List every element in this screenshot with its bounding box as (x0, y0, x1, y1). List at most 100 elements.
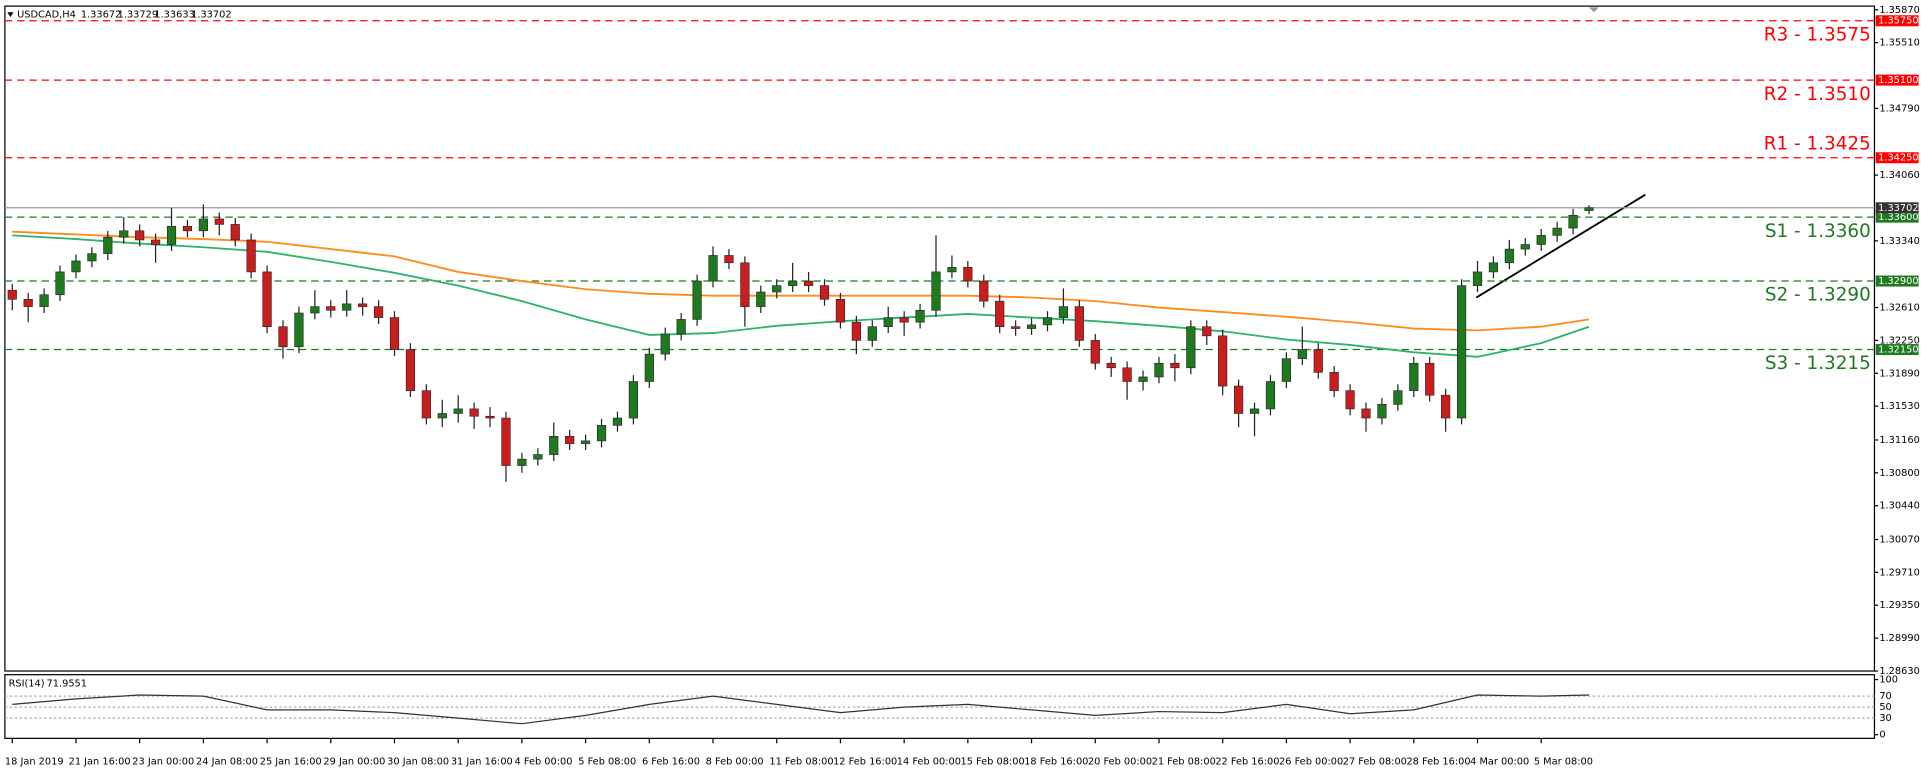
candle-body (1249, 408, 1260, 414)
candle-body (660, 333, 670, 355)
y-tick-label: 1.33340 (1879, 236, 1919, 247)
candle-body (708, 255, 718, 282)
candle-body (1202, 326, 1212, 337)
level-label: S1 - 1.3360 (1765, 221, 1871, 242)
candle-body (1074, 306, 1084, 341)
x-tick-label: 12 Feb 16:00 (833, 757, 897, 768)
y-tick-label: 1.28630 (1879, 666, 1919, 677)
candle-body (947, 267, 957, 273)
level-tag (1875, 275, 1919, 287)
candle-body (358, 303, 368, 307)
candle-body (835, 299, 846, 323)
candle-body (1361, 408, 1371, 419)
x-tick-label: 6 Feb 16:00 (642, 757, 700, 768)
level-tag (1875, 344, 1919, 356)
candle-body (71, 260, 81, 273)
level-tag (1875, 15, 1919, 27)
candle-body (182, 225, 193, 232)
candle-body (1170, 362, 1180, 369)
candle-body (581, 440, 591, 444)
candle-body (1377, 404, 1387, 419)
candle-body (596, 425, 607, 442)
level-tag (1875, 211, 1919, 223)
candle-body (278, 326, 288, 348)
x-tick-label: 22 Feb 16:00 (1215, 757, 1279, 768)
level-tag (1875, 74, 1919, 86)
candle-body (533, 454, 543, 460)
candle-body (373, 306, 384, 318)
candle-body (851, 321, 861, 341)
candle-body (724, 255, 734, 264)
candle-body (931, 271, 941, 311)
candle-body (995, 300, 1005, 328)
level-label: R1 - 1.3425 (1764, 133, 1871, 154)
candle-body (103, 236, 113, 254)
level-tag-label: 1.32900 (1878, 276, 1918, 287)
candle-body (198, 218, 208, 232)
x-tick-label: 21 Feb 08:00 (1152, 757, 1216, 768)
candle-body (1393, 390, 1403, 405)
candle-body (150, 239, 161, 245)
candle-body (1441, 394, 1451, 419)
header-low: 1.33633 (154, 10, 194, 21)
rsi-tick-label: 50 (1879, 702, 1891, 713)
candle-body (501, 417, 511, 466)
candle-body (1297, 349, 1307, 359)
bid-tag (1875, 202, 1919, 214)
level-tag (1875, 152, 1919, 164)
header-high: 1.33729 (118, 10, 158, 21)
candle-body (1520, 244, 1530, 250)
x-tick-label: 21 Jan 16:00 (69, 757, 131, 768)
level-label: S2 - 1.3290 (1765, 285, 1871, 306)
x-tick-label: 31 Jan 16:00 (451, 757, 513, 768)
candle-body (740, 262, 750, 307)
candle-body (1058, 306, 1069, 318)
y-tick-label: 1.34790 (1879, 103, 1919, 114)
rsi-last: 71.9551 (47, 678, 87, 689)
candle-body (867, 326, 877, 341)
candle-body (1106, 362, 1116, 369)
candle-body (166, 225, 177, 245)
candle-body (1186, 326, 1196, 369)
candle-body (803, 280, 814, 286)
y-tick-label: 1.35510 (1879, 38, 1919, 49)
candle-body (756, 291, 766, 307)
x-tick-label: 24 Jan 08:00 (196, 757, 258, 768)
x-tick-label: 27 Feb 08:00 (1343, 757, 1407, 768)
level-tag-label: 1.35100 (1878, 75, 1918, 86)
candle-body (453, 408, 463, 414)
candle-body (1425, 362, 1435, 396)
candle-body (469, 408, 479, 417)
candle-body (1552, 227, 1562, 236)
candle-body (405, 349, 416, 391)
candle-body (963, 267, 973, 282)
candle-body (7, 289, 17, 300)
rsi-title: RSI(14) (9, 678, 45, 689)
candle-body (485, 415, 495, 419)
x-tick-label: 20 Feb 00:00 (1088, 757, 1152, 768)
x-tick-label: 5 Feb 08:00 (578, 757, 636, 768)
moving-average (12, 230, 1590, 332)
candle-body (915, 309, 925, 323)
level-label: R2 - 1.3510 (1764, 84, 1871, 105)
x-tick-label: 18 Feb 16:00 (1024, 757, 1088, 768)
bid-tag-label: 1.33702 (1878, 203, 1918, 214)
header-close: 1.33702 (191, 10, 231, 21)
level-label: R3 - 1.3575 (1764, 24, 1871, 45)
candle-body (342, 303, 352, 311)
moving-average (12, 234, 1590, 358)
candle-body (230, 224, 240, 241)
x-tick-label: 26 Feb 00:00 (1279, 757, 1343, 768)
candle-body (1329, 372, 1339, 391)
y-tick-label: 1.30800 (1879, 468, 1919, 479)
candle-body (135, 230, 145, 241)
x-tick-label: 4 Feb 00:00 (515, 757, 573, 768)
y-tick-label: 1.30070 (1879, 535, 1919, 546)
candle-body (389, 317, 400, 350)
y-tick-label: 1.28990 (1879, 633, 1919, 644)
candle-body (883, 317, 893, 328)
candle-body (788, 280, 798, 286)
candle-body (214, 218, 224, 225)
x-tick-label: 25 Jan 16:00 (260, 757, 322, 768)
